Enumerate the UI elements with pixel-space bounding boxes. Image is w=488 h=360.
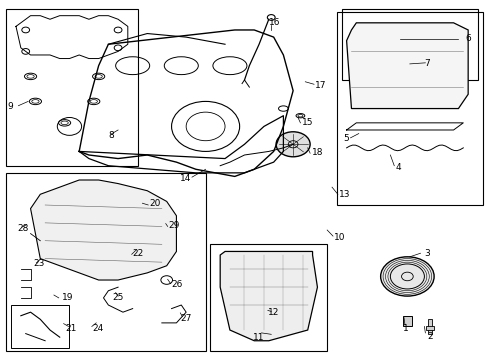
Circle shape [380, 257, 433, 296]
Text: 11: 11 [253, 333, 264, 342]
Text: 10: 10 [334, 233, 345, 242]
Text: 2: 2 [427, 332, 432, 341]
Text: 16: 16 [268, 18, 280, 27]
Bar [210, 244, 326, 351]
Text: 1: 1 [402, 324, 407, 333]
Text: 15: 15 [301, 118, 313, 127]
Text: 14: 14 [179, 174, 191, 183]
Text: 27: 27 [180, 314, 191, 323]
Text: 5: 5 [343, 134, 348, 143]
Text: 24: 24 [93, 324, 104, 333]
Text: 6: 6 [465, 35, 470, 44]
Circle shape [276, 132, 309, 157]
Text: 18: 18 [311, 148, 323, 157]
Bar [336, 12, 482, 205]
Bar [402, 316, 411, 327]
Text: 19: 19 [62, 293, 74, 302]
Bar [6, 9, 137, 166]
Bar [11, 305, 69, 348]
Text: 4: 4 [394, 163, 400, 172]
Text: 23: 23 [33, 260, 44, 269]
Text: 12: 12 [267, 308, 279, 317]
Bar [341, 9, 477, 80]
Text: 17: 17 [314, 81, 326, 90]
Text: 25: 25 [112, 293, 123, 302]
Text: 20: 20 [149, 199, 161, 208]
Polygon shape [30, 180, 176, 280]
Polygon shape [346, 23, 467, 109]
Text: 26: 26 [171, 280, 183, 289]
Text: 21: 21 [65, 324, 77, 333]
Text: 13: 13 [339, 190, 350, 199]
Bar [6, 173, 205, 351]
Text: 3: 3 [424, 249, 429, 258]
Text: 29: 29 [168, 221, 179, 230]
Text: 8: 8 [108, 131, 114, 140]
Polygon shape [220, 251, 317, 341]
Bar [426, 326, 433, 330]
Bar [427, 319, 431, 334]
Text: 9: 9 [8, 102, 14, 111]
Text: 7: 7 [424, 59, 429, 68]
Text: 22: 22 [132, 249, 143, 258]
Text: 28: 28 [18, 224, 29, 233]
